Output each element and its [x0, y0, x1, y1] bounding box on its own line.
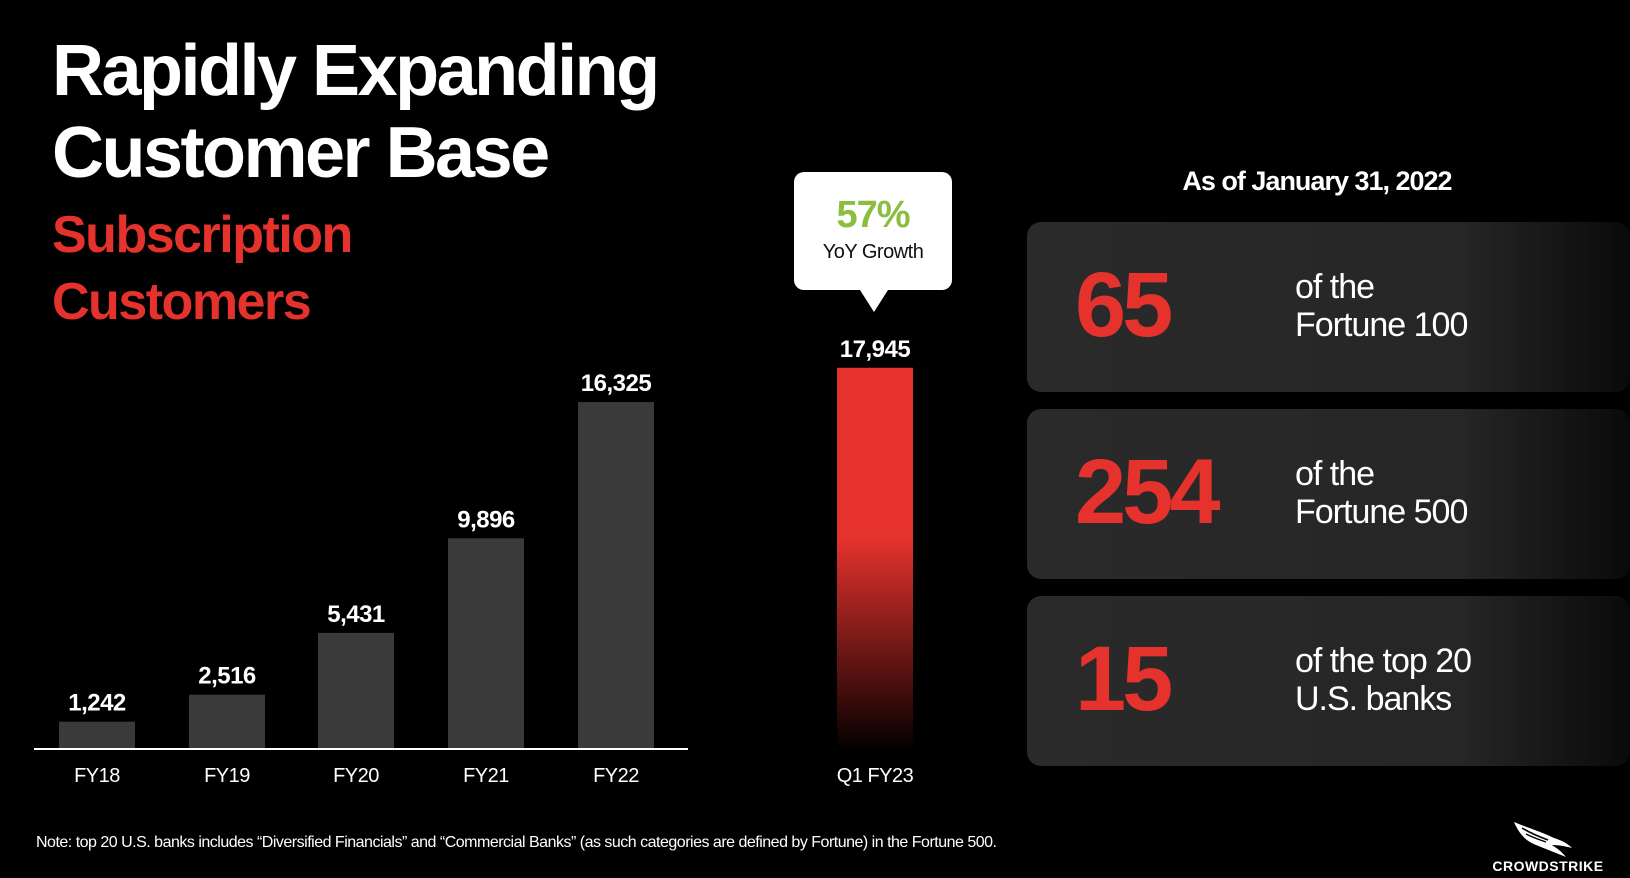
footnote: Note: top 20 U.S. banks includes “Divers…	[36, 834, 997, 851]
stat-description: of the Fortune 500	[1295, 455, 1595, 531]
value-label: 16,325	[581, 370, 652, 397]
stat-desc-line: U.S. banks	[1295, 680, 1452, 718]
growth-callout: 57% YoY Growth	[794, 172, 952, 312]
growth-value: 57%	[836, 194, 910, 236]
crowdstrike-logo: CROWDSTRIKE	[1488, 818, 1608, 876]
stat-desc-line: of the top 20	[1295, 642, 1472, 680]
stat-desc-line: Fortune 500	[1295, 493, 1468, 531]
category-label: FY20	[333, 765, 379, 787]
bar-fy21	[448, 538, 524, 748]
stat-number: 15	[1075, 628, 1173, 730]
title-line: Rapidly Expanding	[52, 31, 660, 111]
bar-chart: 1,242 FY18 2,516 FY19 5,431 FY20 9,896 FY21 16,3…	[34, 336, 914, 787]
subtitle-line: Customers	[52, 273, 312, 331]
bar-fy18	[59, 721, 135, 748]
category-label: FY22	[593, 765, 639, 787]
growth-label: YoY Growth	[822, 241, 924, 263]
value-label: 9,896	[457, 506, 515, 533]
category-label: FY21	[463, 765, 509, 787]
category-label: Q1 FY23	[837, 765, 914, 787]
value-label: 1,242	[68, 690, 126, 717]
chart-subtitle: Subscription Customers	[52, 202, 353, 336]
category-label: FY18	[74, 765, 120, 787]
title-line: Customer Base	[52, 113, 550, 193]
logo-text: CROWDSTRIKE	[1492, 858, 1604, 874]
stat-description: of the top 20 U.S. banks	[1295, 642, 1595, 718]
stat-number: 65	[1075, 254, 1173, 356]
as-of-date: As of January 31, 2022	[1182, 166, 1452, 196]
subtitle-line: Subscription	[52, 206, 353, 264]
bar-fy19	[189, 694, 265, 748]
bar-fy22	[578, 402, 654, 748]
page-title: Rapidly Expanding Customer Base	[52, 30, 660, 194]
value-label: 2,516	[198, 663, 256, 690]
stat-card-fortune-100: 65 of the Fortune 100	[1027, 222, 1630, 392]
stat-desc-line: Fortune 100	[1295, 306, 1468, 344]
falcon-icon	[1514, 822, 1572, 857]
bar-q1-fy23	[837, 367, 913, 748]
stat-desc-line: of the	[1295, 455, 1375, 493]
stat-number: 254	[1075, 441, 1220, 543]
stat-card-us-banks: 15 of the top 20 U.S. banks	[1027, 596, 1630, 766]
value-label: 5,431	[327, 601, 385, 628]
bar-fy20	[318, 632, 394, 748]
stat-desc-line: of the	[1295, 268, 1375, 306]
stat-description: of the Fortune 100	[1295, 268, 1595, 344]
category-label: FY19	[204, 765, 250, 787]
stat-card-fortune-500: 254 of the Fortune 500	[1027, 409, 1630, 579]
value-label: 17,945	[840, 336, 911, 363]
